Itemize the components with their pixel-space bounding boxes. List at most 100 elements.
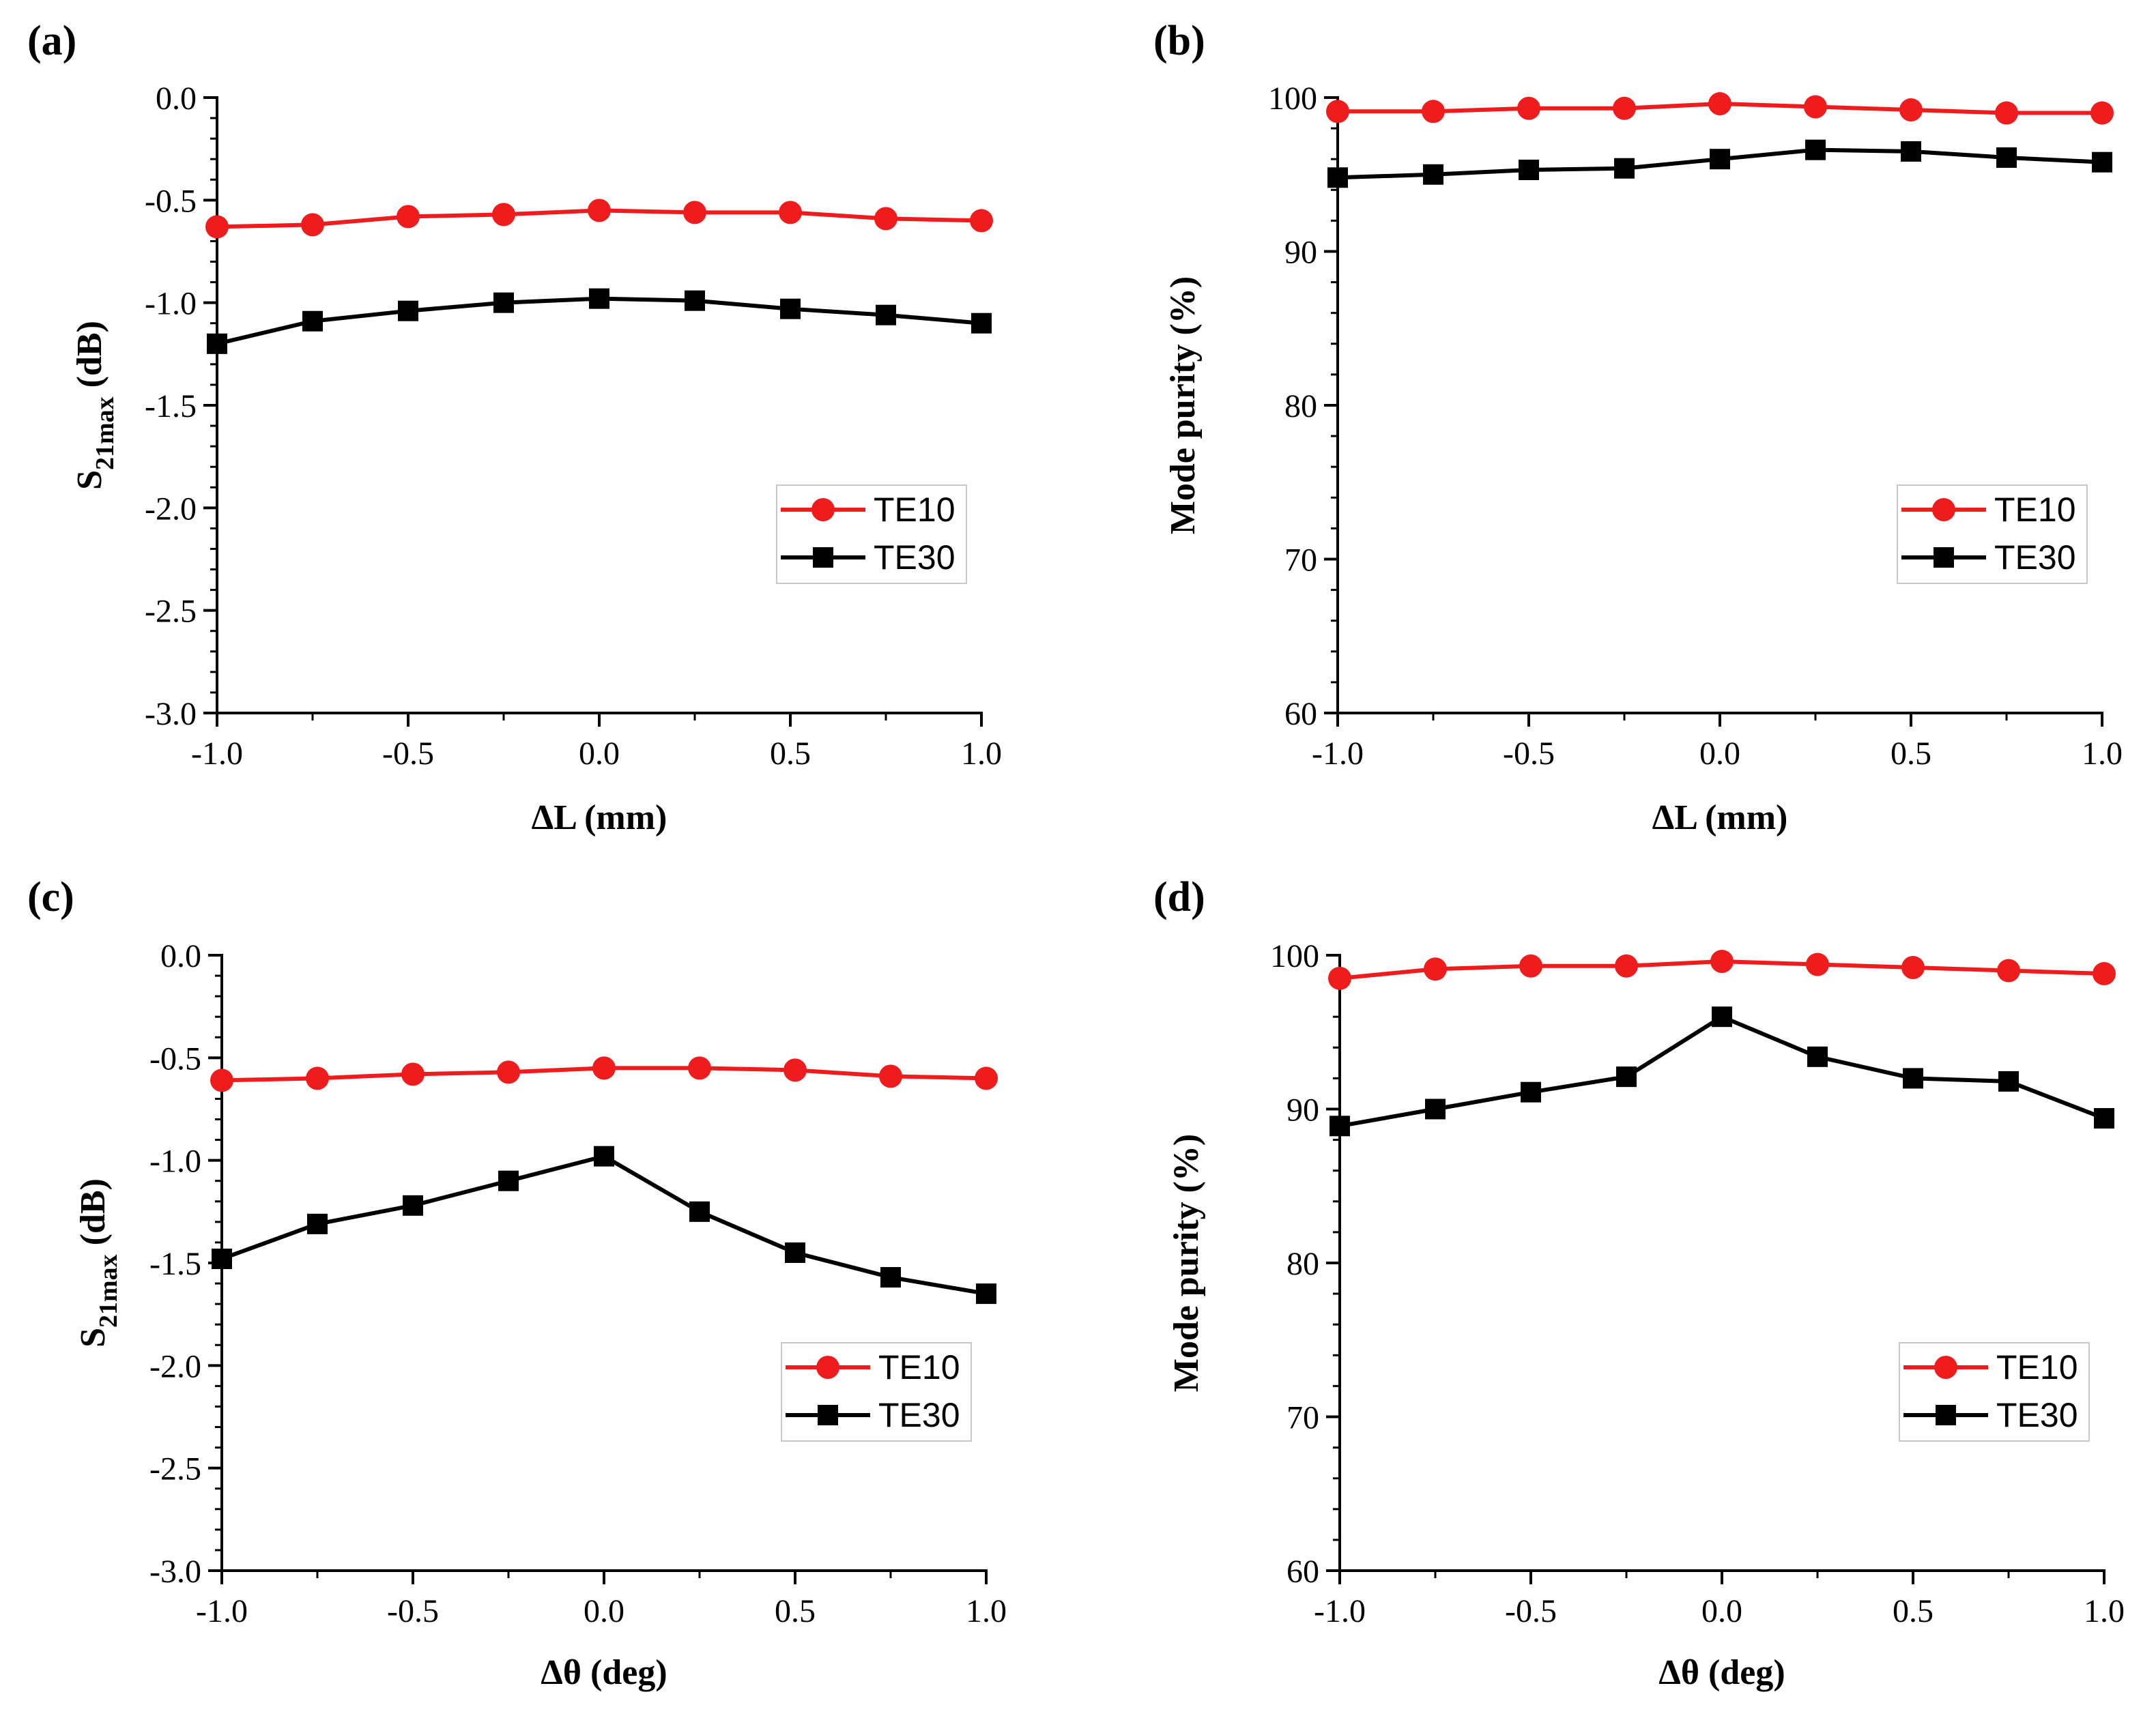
y-tick-label: -1.5 <box>145 388 197 424</box>
y-tick-label: -0.5 <box>149 1041 201 1077</box>
data-point-te30 <box>1712 1006 1732 1028</box>
data-point-te30 <box>1903 1068 1923 1089</box>
data-point-te10 <box>874 207 897 231</box>
data-point-te10 <box>1997 959 2020 983</box>
y-tick-label: -1.0 <box>145 286 197 322</box>
x-tick-label: -0.5 <box>1505 1593 1557 1629</box>
y-tick-label: -1.5 <box>149 1246 201 1282</box>
data-point-te30 <box>589 288 609 309</box>
data-point-te30 <box>1425 1099 1446 1120</box>
legend-box <box>1899 1342 2090 1442</box>
data-point-te10 <box>1995 101 2018 125</box>
data-point-te30 <box>594 1146 614 1167</box>
y-tick-label: 90 <box>1287 1092 1319 1129</box>
x-tick-label: 1.0 <box>2082 736 2123 772</box>
data-point-te10 <box>1424 957 1447 981</box>
data-point-te30 <box>1327 167 1348 188</box>
data-point-te30 <box>1521 1081 1541 1103</box>
x-tick-label: 0.5 <box>1891 736 1931 772</box>
legend-marker-te30 <box>818 1405 838 1425</box>
data-point-te10 <box>2090 101 2114 125</box>
data-point-te30 <box>1901 141 1921 162</box>
data-point-te30 <box>1614 158 1635 179</box>
y-tick-label: -0.5 <box>145 183 197 219</box>
legend-marker-te30 <box>1936 1405 1956 1425</box>
data-point-te10 <box>592 1056 616 1080</box>
legend-box <box>1897 484 2088 584</box>
y-axis-title-unit: (dB) <box>74 1178 113 1254</box>
y-tick-label: 70 <box>1287 1400 1319 1436</box>
x-tick-label: -1.0 <box>1312 736 1364 772</box>
y-tick-label: -2.5 <box>145 594 197 630</box>
y-axis-title-subscript: 21max <box>91 396 119 470</box>
series-te30 <box>1327 139 2112 188</box>
series-te10 <box>1328 950 2116 990</box>
y-tick-label: -2.0 <box>149 1348 201 1384</box>
x-tick-label: 0.0 <box>1701 1593 1742 1629</box>
data-point-te10 <box>1328 966 1351 990</box>
data-point-te10 <box>879 1064 902 1088</box>
data-point-te30 <box>302 310 323 332</box>
x-tick-label: 0.5 <box>770 736 811 772</box>
y-axis-title: Mode purity (%) <box>1167 1134 1206 1392</box>
data-point-te10 <box>1899 98 1923 122</box>
data-point-te10 <box>301 213 324 237</box>
data-point-te10 <box>1806 952 1829 976</box>
data-point-te30 <box>1329 1116 1350 1137</box>
legend-label-te10: TE10 <box>1996 1348 2078 1386</box>
chart-panel-4: (d) -1.0 -0.5 0.0 0.5 1.0 100 90 80 70 60 Δθ (deg) M… <box>1153 874 2125 1692</box>
y-axis-title: Mode purity (%) <box>1164 276 1203 534</box>
data-point-te30 <box>780 298 801 319</box>
x-tick-label: 0.5 <box>1893 1593 1934 1629</box>
legend-marker-te10 <box>1932 498 1955 521</box>
x-tick-label: 0.0 <box>584 1593 624 1629</box>
y-tick-label: 80 <box>1284 388 1317 424</box>
panel-label: (a) <box>27 18 76 64</box>
data-point-te30 <box>307 1213 328 1234</box>
data-point-te30 <box>785 1242 805 1263</box>
data-point-te30 <box>212 1248 232 1269</box>
data-point-te30 <box>1805 139 1826 160</box>
legend-marker-te10 <box>811 498 835 521</box>
data-point-te30 <box>1710 149 1730 170</box>
y-axis-title-main: Mode purity (%) <box>1164 276 1203 534</box>
series-te30 <box>212 1146 996 1305</box>
data-point-te30 <box>876 304 896 325</box>
data-point-te10 <box>497 1060 520 1084</box>
data-point-te10 <box>492 203 515 227</box>
data-point-te10 <box>784 1058 807 1082</box>
data-point-te30 <box>880 1267 901 1288</box>
legend-marker-te10 <box>1934 1356 1957 1379</box>
x-tick-label: 0.5 <box>775 1593 816 1629</box>
data-point-te10 <box>1708 92 1731 116</box>
data-point-te10 <box>1519 954 1542 978</box>
data-point-te30 <box>2092 151 2112 173</box>
data-point-te30 <box>403 1195 423 1216</box>
x-tick-label: -0.5 <box>1503 736 1555 772</box>
series-te10 <box>1326 92 2114 125</box>
y-axis-title: S21max (dB) <box>70 321 119 490</box>
chart-panel-3: (c) -1.0 -0.5 0.0 0.5 1.0 0.0 -0.5 -1.0 -1.5 -2.0 -… <box>27 874 1007 1692</box>
chart-panel-1: (a) -1.0 -0.5 0.0 0.5 1.0 0.0 -0.5 -1.0 -1.5 -2.0 -… <box>27 18 1002 837</box>
legend: TE10 TE30 <box>781 1342 972 1442</box>
legend-box <box>776 484 967 584</box>
x-axis-title: ΔL (mm) <box>532 798 667 837</box>
x-tick-label: -1.0 <box>196 1593 248 1629</box>
data-point-te10 <box>779 201 802 224</box>
data-point-te30 <box>1996 147 2017 168</box>
series-te10 <box>210 1056 998 1092</box>
series-te10 <box>205 199 993 239</box>
legend-marker-te30 <box>1934 547 1954 568</box>
data-point-te10 <box>1615 954 1638 978</box>
y-tick-label: 100 <box>1268 81 1317 117</box>
data-point-te30 <box>976 1283 996 1305</box>
legend-label-te30: TE30 <box>878 1396 960 1434</box>
chart-panel-2: (b) -1.0 -0.5 0.0 0.5 1.0 100 90 80 70 60 ΔL (mm) Mo… <box>1153 18 2123 837</box>
y-axis-title-subscript: 21max <box>94 1254 123 1328</box>
series-te30 <box>207 288 992 354</box>
data-point-te30 <box>493 292 514 313</box>
y-tick-label: 0.0 <box>156 81 197 117</box>
series-te30 <box>1329 1006 2114 1137</box>
